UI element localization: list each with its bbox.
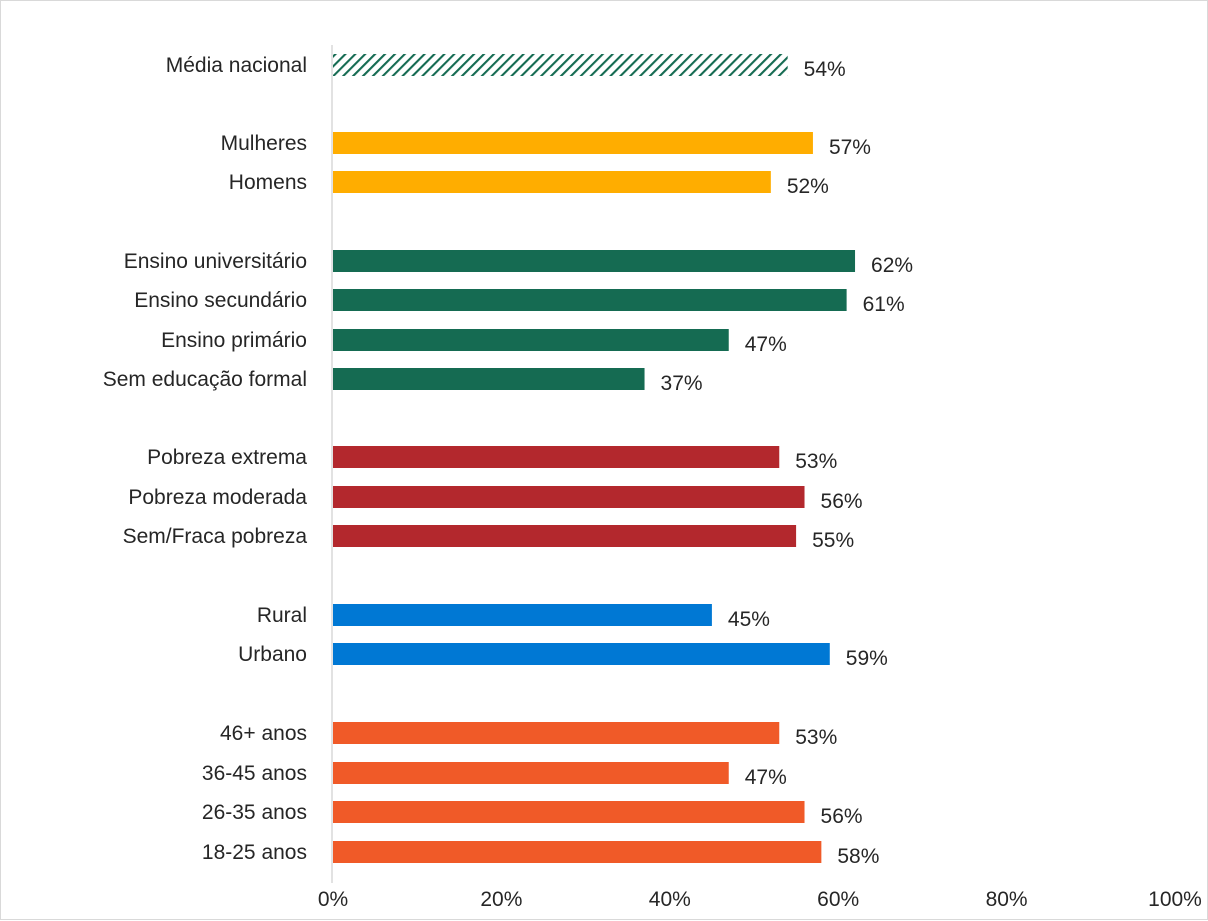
category-label: Pobreza extrema [147,446,307,469]
value-label: 61% [863,293,905,316]
category-label: Homens [229,171,307,194]
bar-sem-educacao-formal [333,368,645,390]
bar-rural [333,604,712,626]
bar-media-nacional [333,54,788,76]
value-label: 45% [728,608,770,631]
bar-sem-fraca-pobreza [333,525,797,547]
value-label: 47% [745,766,787,789]
value-label: 37% [661,372,703,395]
bar-mulheres [333,132,813,154]
bar-ensino-secundario [333,289,847,311]
category-label: 46+ anos [220,722,307,745]
category-label: Urbano [238,643,307,666]
category-label: Ensino primário [161,329,307,352]
value-label: 52% [787,175,829,198]
value-label: 54% [804,58,846,81]
category-label: Sem/Fraca pobreza [123,525,308,548]
category-label: Sem educação formal [103,368,307,391]
value-label: 56% [821,805,863,828]
value-label: 47% [745,333,787,356]
category-label: Rural [257,604,307,627]
value-label: 58% [837,845,879,868]
x-tick-label: 60% [817,888,859,911]
category-label: Ensino universitário [124,250,307,273]
category-label: Pobreza moderada [128,486,307,509]
x-tick-label: 40% [649,888,691,911]
value-label: 53% [795,450,837,473]
x-tick-label: 0% [318,888,348,911]
bar-18-25-anos [333,841,822,863]
value-label: 57% [829,136,871,159]
category-label: Ensino secundário [134,289,307,312]
category-label: Mulheres [221,132,307,155]
category-label: 26-35 anos [202,801,307,824]
bar-26-35-anos [333,801,805,823]
category-label: 18-25 anos [202,841,307,864]
bar-homens [333,171,771,193]
value-label: 56% [821,490,863,513]
value-label: 59% [846,647,888,670]
value-label: 62% [871,254,913,277]
x-tick-label: 80% [986,888,1028,911]
bar-ensino-primario [333,329,729,351]
bar-46-anos [333,722,780,744]
category-label: Média nacional [166,54,307,77]
bar-pobreza-extrema [333,446,780,468]
x-tick-label: 20% [480,888,522,911]
value-label: 53% [795,726,837,749]
value-label: 55% [812,529,854,552]
category-label: 36-45 anos [202,762,307,785]
bar-36-45-anos [333,762,729,784]
x-tick-label: 100% [1148,888,1202,911]
bar-ensino-universitario [333,250,856,272]
bar-urbano [333,643,830,665]
bar-pobreza-moderada [333,486,805,508]
